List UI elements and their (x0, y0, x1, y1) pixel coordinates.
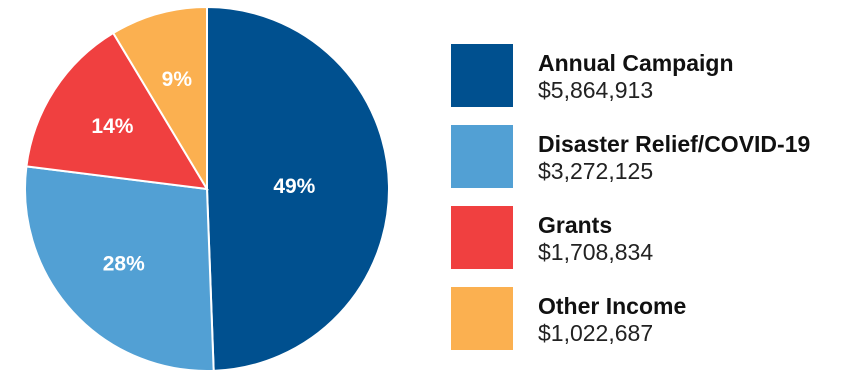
legend-item-disaster-relief: Disaster Relief/COVID-19 $3,272,125 (451, 125, 846, 188)
legend-swatch (451, 44, 513, 107)
legend-amount: $3,272,125 (538, 158, 654, 184)
legend-text: Disaster Relief/COVID-19 $3,272,125 (538, 131, 810, 185)
pie-slice-percent-label: 49% (273, 175, 315, 198)
pie-slice-other-income (111, 5, 208, 193)
chart-legend: Annual Campaign $5,864,913 Disaster Reli… (451, 44, 846, 368)
legend-label: Grants (538, 212, 613, 238)
legend-item-annual-campaign: Annual Campaign $5,864,913 (451, 44, 846, 107)
pie-slice-annual-campaign (206, 5, 390, 371)
legend-text: Annual Campaign $5,864,913 (538, 50, 734, 104)
legend-swatch (451, 287, 513, 350)
pie-slice-percent-label: 14% (91, 115, 133, 138)
legend-amount: $5,864,913 (538, 77, 654, 103)
legend-label: Annual Campaign (538, 50, 734, 76)
legend-item-other-income: Other Income $1,022,687 (451, 287, 846, 350)
pie-slice-percent-label: 9% (162, 68, 193, 91)
legend-label: Other Income (538, 293, 687, 319)
pie-slice-grants (25, 31, 209, 191)
legend-item-grants: Grants $1,708,834 (451, 206, 846, 269)
legend-text: Grants $1,708,834 (538, 212, 653, 266)
legend-amount: $1,708,834 (538, 239, 654, 265)
legend-swatch (451, 206, 513, 269)
pie-chart: 49% 28% 14% 9% (24, 5, 390, 371)
legend-swatch (451, 125, 513, 188)
pie-slice-disaster-relief-covid-19 (24, 165, 215, 371)
legend-amount: $1,022,687 (538, 320, 654, 346)
pie-slice-percent-label: 28% (103, 253, 145, 276)
legend-label: Disaster Relief/COVID-19 (538, 131, 811, 157)
legend-text: Other Income $1,022,687 (538, 293, 686, 347)
